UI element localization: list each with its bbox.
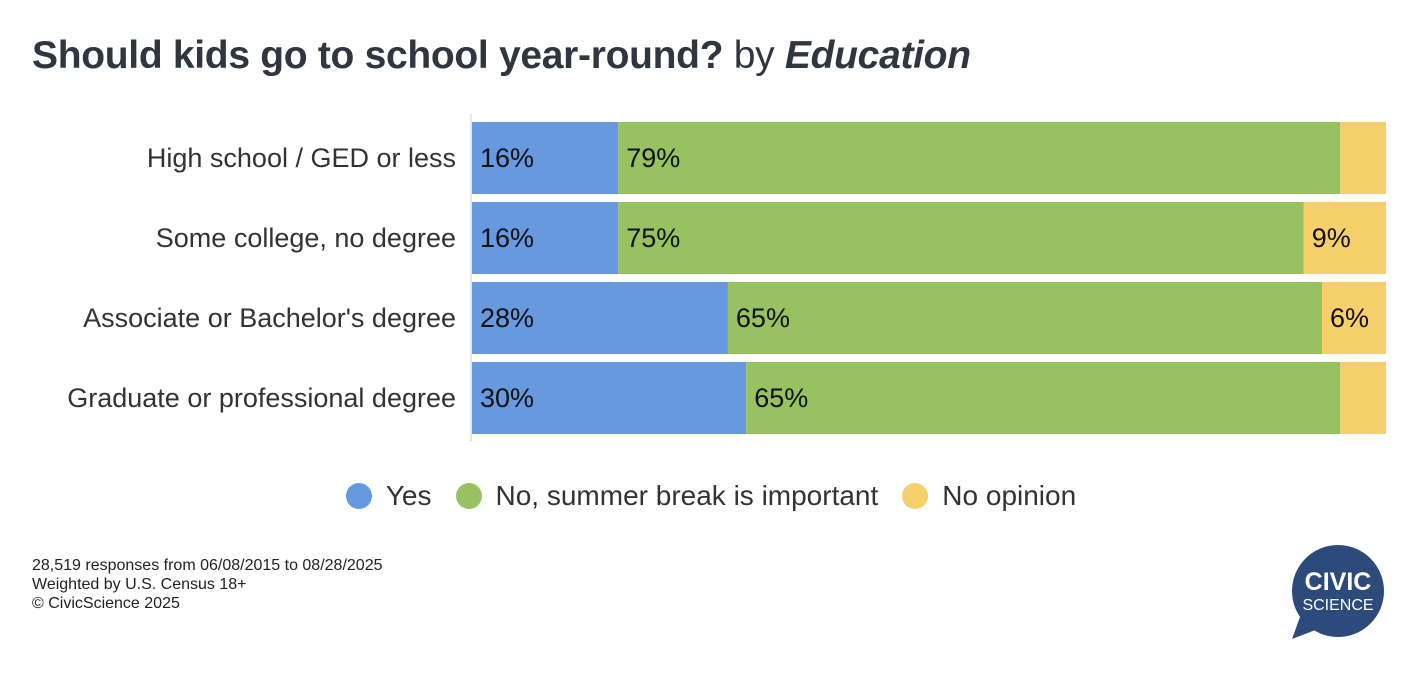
stacked-bar-chart: High school / GED or less 16% 79% Some coll… — [67, 114, 1386, 442]
footnote-copyright: © CivicScience 2025 — [32, 595, 180, 612]
bar-segment-no-opinion — [1340, 122, 1386, 194]
bar-segment-yes — [472, 202, 619, 274]
category-label: Associate or Bachelor's degree — [83, 303, 456, 333]
data-label-no-opinion: 9% — [1312, 223, 1351, 253]
data-label-no-opinion: 6% — [1330, 303, 1369, 333]
title-by: by — [733, 34, 775, 77]
bar-segment-no-opinion — [1303, 202, 1386, 274]
bar-segment-yes — [472, 282, 728, 354]
legend-item-no: No, summer break is important — [455, 480, 879, 512]
bar-segment-no-opinion — [1322, 282, 1386, 354]
bar-segment-no — [618, 122, 1341, 194]
footnote-responses: 28,519 responses from 06/08/2015 to 08/2… — [32, 557, 383, 574]
legend-item-no-opinion: No opinion — [902, 480, 1076, 512]
legend-label-yes: Yes — [385, 480, 432, 511]
data-label-no: 75% — [626, 223, 680, 253]
data-label-yes: 28% — [480, 303, 534, 333]
legend-item-yes: Yes — [345, 480, 432, 512]
title-dimension: Education — [784, 34, 971, 77]
legend-swatch-yes — [345, 483, 372, 509]
category-label: Some college, no degree — [156, 223, 456, 253]
footnote-weighting: Weighted by U.S. Census 18+ — [32, 576, 247, 593]
legend-swatch-no-opinion — [902, 483, 929, 509]
bar-segment-no — [746, 362, 1341, 434]
category-label: High school / GED or less — [147, 143, 456, 173]
legend-swatch-no — [455, 483, 482, 509]
bar-segment-yes — [472, 122, 619, 194]
data-label-no: 65% — [736, 303, 790, 333]
data-label-no: 65% — [754, 383, 808, 413]
bar-segment-yes — [472, 362, 747, 434]
category-label: Graduate or professional degree — [67, 383, 456, 413]
chart-title: Should kids go to school year-round? by … — [32, 34, 971, 78]
logo-text-civic: CIVIC — [1305, 568, 1372, 596]
chart-legend: Yes No, summer break is important No opi… — [0, 480, 1422, 512]
bar-segment-no — [727, 282, 1323, 354]
footnote: 28,519 responses from 06/08/2015 to 08/2… — [32, 556, 382, 613]
data-label-yes: 16% — [480, 223, 534, 253]
legend-label-no-opinion: No opinion — [942, 480, 1077, 511]
bar-segment-no-opinion — [1340, 362, 1386, 434]
logo-text-science: SCIENCE — [1302, 597, 1373, 614]
data-label-yes: 16% — [480, 143, 534, 173]
bar-segment-no — [618, 202, 1304, 274]
data-label-yes: 30% — [480, 383, 534, 413]
title-main: Should kids go to school year-round? — [32, 34, 724, 77]
civicscience-logo: CIVIC SCIENCE — [1292, 545, 1384, 639]
legend-label-no: No, summer break is important — [495, 480, 879, 511]
data-label-no: 79% — [626, 143, 680, 173]
